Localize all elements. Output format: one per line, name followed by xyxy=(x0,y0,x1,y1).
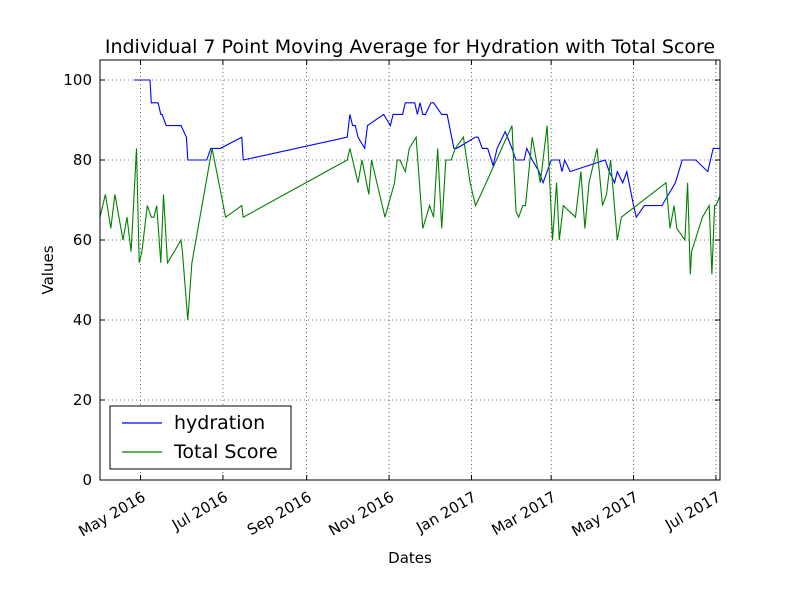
y-tick-label: 20 xyxy=(73,391,92,409)
y-tick-label: 80 xyxy=(73,151,92,169)
y-tick-label: 0 xyxy=(82,471,92,489)
y-axis-label: Values xyxy=(39,245,57,294)
legend: hydration Total Score xyxy=(109,405,292,470)
legend-total-score-label: Total Score xyxy=(173,441,278,463)
x-axis-label: Dates xyxy=(388,549,432,567)
y-tick-label: 100 xyxy=(63,71,92,89)
chart-title: Individual 7 Point Moving Average for Hy… xyxy=(105,36,715,58)
series-line-hydration xyxy=(133,79,720,219)
plot-frame xyxy=(99,59,721,481)
y-tick-label: 40 xyxy=(73,311,92,329)
series-line-total-score xyxy=(100,125,720,321)
legend-box xyxy=(109,405,292,470)
legend-hydration-label: hydration xyxy=(174,412,265,434)
y-tick-label: 60 xyxy=(73,231,92,249)
series-lines xyxy=(100,79,720,321)
